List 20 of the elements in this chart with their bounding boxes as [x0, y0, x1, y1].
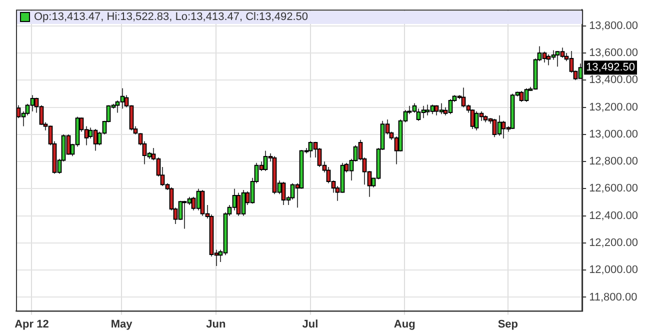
x-tick-label: Aug	[394, 318, 416, 330]
y-tick-label: 12,800.00	[589, 156, 638, 168]
y-tick-label: 11,800.00	[589, 291, 638, 304]
x-tick-label: Jul	[302, 318, 318, 330]
text: 13,492.50	[586, 62, 635, 74]
x-tick-label: May	[110, 318, 134, 330]
y-tick-label: 13,600.00	[589, 47, 638, 60]
y-tick-label: 12,600.00	[589, 182, 638, 195]
y-tick-label: 12,000.00	[589, 264, 638, 276]
chart-title: Op:13,413.47, Hi:13,522.83, Lo:13,413.47, Cl:13,492.50	[34, 10, 308, 23]
x-tick-label: Jun	[206, 318, 226, 330]
y-tick-label: 13,000.00	[589, 128, 638, 140]
y-tick-label: 13,400.00	[589, 74, 638, 86]
candlestick	[470, 108, 475, 130]
y-tick-label: 12,200.00	[589, 236, 638, 249]
x-tick-label: Sep	[498, 318, 518, 330]
x-tick-label: Apr 12	[14, 318, 49, 330]
y-tick-label: 13,200.00	[589, 101, 638, 114]
y-tick-label: 12,400.00	[589, 210, 638, 222]
y-tick-label: 13,800.00	[589, 20, 638, 32]
